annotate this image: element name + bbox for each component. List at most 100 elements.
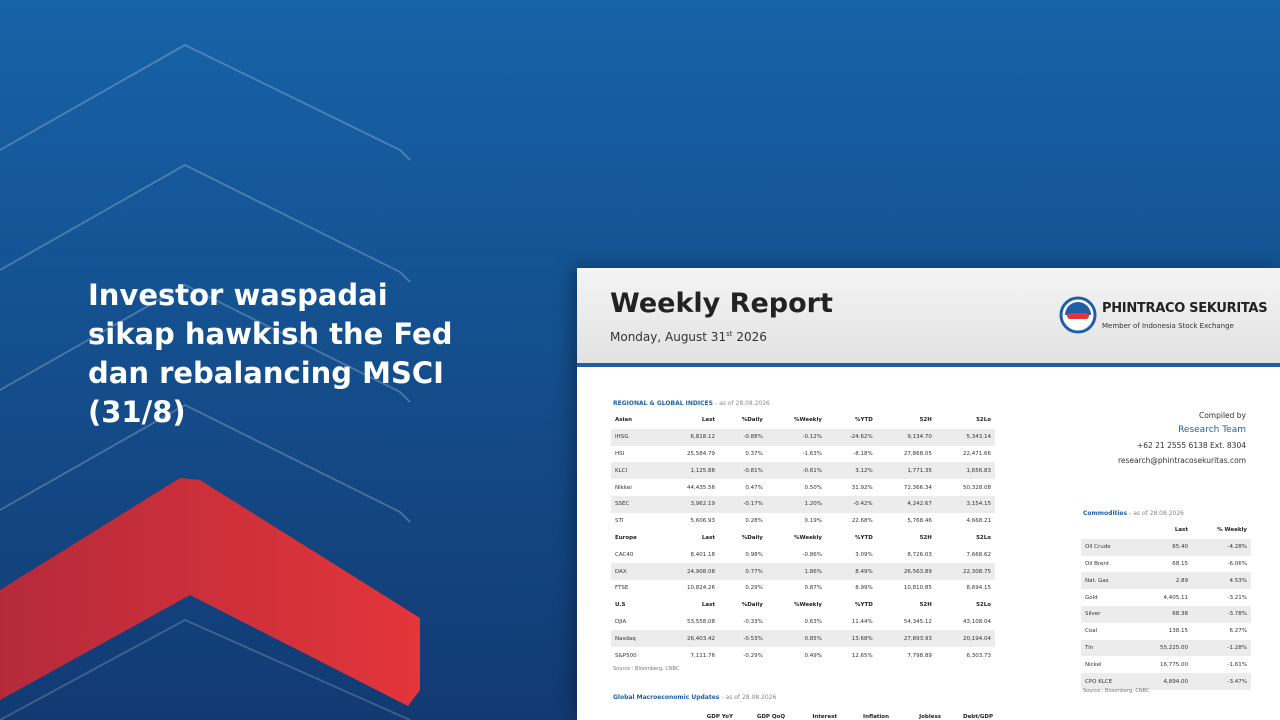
cell: 1.20%: [766, 495, 826, 513]
cell: 8,726.03: [907, 551, 932, 558]
header-row: U.S Last %Daily %Weekly %YTD 52H 52Lo: [611, 597, 995, 614]
data-row: Nikkei 44,435.56 0.47% 0.50% 31.92% 72,366.34…: [611, 479, 995, 496]
cell: -0.53%: [719, 630, 767, 648]
cell: 65.40: [1135, 538, 1192, 556]
cell: 4,894.00: [1135, 673, 1192, 690]
cell: -0.61%: [766, 462, 826, 480]
cell: 0.19%: [804, 518, 822, 525]
cell: 12.65%: [851, 652, 873, 659]
cell: CPO KLCE: [1081, 673, 1136, 690]
cell: FTSE: [615, 585, 629, 592]
cell: 8,401.18: [690, 551, 716, 558]
team-name: Research Team: [1178, 425, 1246, 435]
cell: 11.44%: [851, 618, 873, 625]
cell: 9,134.70: [876, 428, 936, 446]
data-row: KLCI 1,125.88 -0.81% -0.61% 3.12% 1,771.35 1,6…: [611, 462, 995, 480]
cell: Oil Brent: [1085, 560, 1110, 567]
cell: KLCI: [611, 462, 660, 480]
cell: -3.21%: [1227, 594, 1247, 601]
data-row: DAX 24,908.08 0.77% 1.86% 8.49% 26,563.89 22,3…: [611, 563, 995, 580]
cell: 3.09%: [855, 551, 873, 558]
headline-line: dan rebalancing MSCI: [88, 356, 444, 390]
cell: 44,435.56: [687, 484, 716, 491]
header-cell: Last: [1174, 527, 1188, 534]
cell: 26,403.42: [659, 630, 720, 648]
header-cell: 52Lo: [976, 417, 991, 424]
data-row: Silver 68.38 -3.78%: [1081, 605, 1251, 623]
cell: 0.29%: [745, 585, 763, 592]
section-date: - as of 28.08.2026: [1129, 510, 1184, 517]
cell: 8.49%: [825, 563, 877, 580]
cell: 5,606.93: [690, 518, 716, 525]
data-row: STI 5,606.93 0.28% 0.19% 22.68% 5,768.46 4,668…: [611, 513, 995, 530]
cell: 7,798.89: [907, 652, 932, 659]
cell: Silver: [1081, 605, 1136, 623]
macro-header: GDP YoY GDP QoQ Interest Inflation Jobless De…: [611, 714, 993, 720]
cell: 0.85%: [766, 630, 826, 648]
cell: 10,810.85: [903, 585, 932, 592]
cell: 20,194.04: [935, 630, 995, 648]
cell: 24,908.08: [659, 563, 720, 580]
cell: DAX: [611, 563, 660, 580]
data-row: HSI 25,584.79 0.37% -1.63% -8.18% 27,868.05 22…: [611, 446, 995, 463]
cell: Nikkei: [615, 484, 632, 491]
cell: Nasdaq: [611, 630, 660, 648]
header-cell: GDP YoY: [706, 714, 733, 720]
section-title: Global Macroeconomic Updates - as of 28.…: [613, 694, 776, 701]
cell: -24.62%: [825, 428, 877, 446]
data-row: Tin 55,225.00 -1.28%: [1081, 639, 1251, 657]
phone: +62 21 2555 6138 Ext. 8304: [1136, 441, 1246, 450]
cell: 3,154.15: [935, 495, 995, 513]
cell: 1.86%: [766, 563, 826, 580]
cell: 6.27%: [1229, 628, 1247, 635]
cell: S&P500: [615, 652, 637, 659]
cell: 7,668.62: [966, 551, 992, 558]
cell: 0.77%: [719, 563, 767, 580]
cell: Nickel: [1085, 661, 1102, 668]
cell: -0.42%: [825, 495, 877, 513]
cell: 54,345.12: [903, 618, 932, 625]
header-cell: U.S: [615, 602, 626, 609]
header-row: Europe Last %Daily %Weekly %YTD 52H 52Lo: [611, 530, 995, 547]
section-title: Commodities - as of 28.08.2026: [1083, 510, 1184, 517]
header-cell: Asian: [615, 417, 633, 424]
header-cell: 52H: [919, 417, 932, 424]
cell: 25,584.79: [687, 450, 716, 457]
header-cell: 52H: [919, 534, 932, 541]
data-row: Nat. Gas 2.89 4.53%: [1081, 572, 1251, 590]
cell: -0.12%: [766, 428, 826, 446]
headline-line: (31/8): [88, 395, 186, 429]
report-preview: Weekly Report Monday, August 31st 2026 P…: [577, 268, 1280, 720]
data-row: Nasdaq 26,403.42 -0.53% 0.85% 13.68% 27,893.9…: [611, 630, 995, 648]
cell: -6.06%: [1227, 560, 1247, 567]
company-tagline: Member of Indonesia Stock Exchange: [1102, 322, 1234, 330]
cell: 8.99%: [855, 585, 873, 592]
cell: 31.92%: [851, 484, 873, 491]
data-row: Nickel 16,775.00 -1.61%: [1081, 656, 1251, 673]
header-cell: Interest: [812, 714, 837, 720]
commodities-table: Last% Weekly Oil Crude 65.40 -4.28% Oil Bren…: [1081, 522, 1251, 690]
cell: -0.81%: [719, 462, 767, 480]
report-title: Weekly Report: [610, 288, 833, 319]
header-cell: 52Lo: [976, 534, 991, 541]
cell: 68.38: [1135, 605, 1192, 623]
cell: 0.98%: [745, 551, 763, 558]
header-cell: %Weekly: [793, 534, 822, 541]
date-suffix: st: [726, 330, 733, 338]
date-text: Monday, August 31: [610, 330, 727, 344]
cell: DJIA: [615, 618, 627, 625]
cell: 5,343.14: [935, 428, 995, 446]
cell: 1,771.35: [876, 462, 936, 480]
cell: 10,824.26: [687, 585, 716, 592]
cell: 0.63%: [804, 618, 822, 625]
cell: -4.28%: [1191, 538, 1251, 556]
logo: [1059, 296, 1097, 334]
cell: 0.87%: [804, 585, 822, 592]
cell: 0.28%: [745, 518, 763, 525]
data-row: CAC40 8,401.18 0.98% -0.86% 3.09% 8,726.03 7,6…: [611, 546, 995, 563]
cell: 2.89: [1135, 572, 1192, 590]
cell: -0.86%: [802, 551, 822, 558]
header-cell: Last: [701, 602, 716, 609]
header-cell: Jobless: [919, 714, 941, 720]
